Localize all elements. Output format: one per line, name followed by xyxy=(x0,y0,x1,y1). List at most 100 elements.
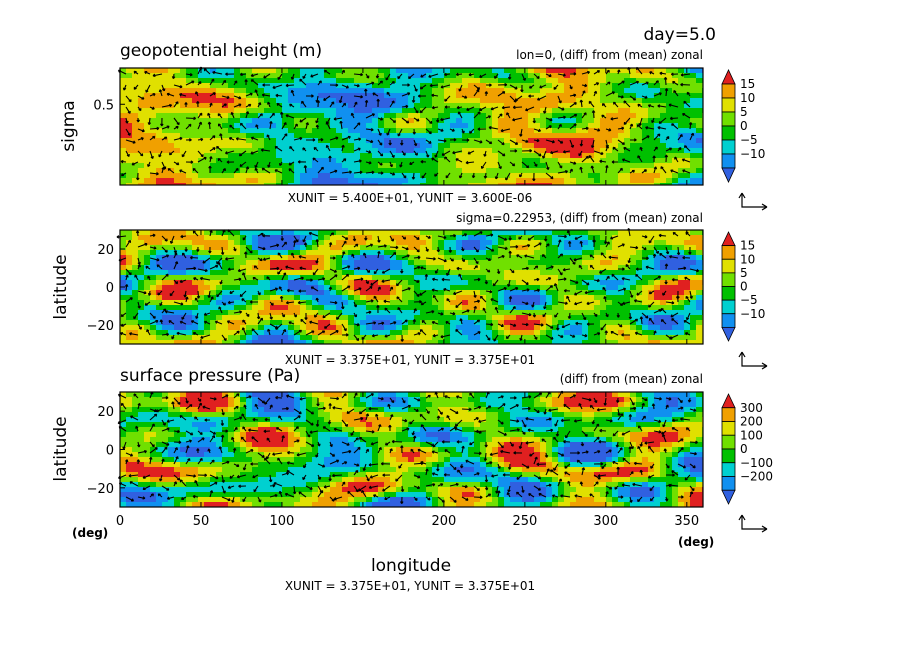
heatmap-cell xyxy=(330,133,337,139)
heatmap-cell xyxy=(696,168,703,174)
heatmap-cell xyxy=(474,98,481,104)
heatmap-cell xyxy=(474,230,481,236)
heatmap-cell xyxy=(564,310,571,316)
heatmap-cell xyxy=(156,255,163,261)
heatmap-cell xyxy=(162,300,169,306)
wind-vector xyxy=(452,150,463,155)
heatmap-cell xyxy=(618,133,625,139)
heatmap-cell xyxy=(378,98,385,104)
heatmap-cell xyxy=(420,300,427,306)
heatmap-cell xyxy=(162,103,169,109)
heatmap-cell xyxy=(144,143,151,149)
heatmap-cell xyxy=(444,148,451,154)
heatmap-cell xyxy=(294,158,301,164)
heatmap-cell xyxy=(138,275,145,281)
heatmap-cell xyxy=(240,335,247,341)
heatmap-cell xyxy=(666,230,673,236)
heatmap-cell xyxy=(432,315,439,321)
wind-vector xyxy=(144,71,151,75)
heatmap-cell xyxy=(210,245,217,251)
wind-vector xyxy=(372,92,379,97)
heatmap-cell xyxy=(138,178,145,184)
heatmap-cell xyxy=(636,183,643,186)
heatmap-cell xyxy=(144,255,151,261)
heatmap-cell xyxy=(528,250,535,256)
heatmap-cell xyxy=(318,83,325,89)
heatmap-cell xyxy=(282,123,289,129)
heatmap-cell xyxy=(696,98,703,104)
heatmap-cell xyxy=(696,83,703,89)
heatmap-cell xyxy=(294,178,301,184)
wind-vector xyxy=(289,145,295,152)
wind-vector xyxy=(302,147,307,152)
heatmap-cell xyxy=(378,255,385,261)
heatmap-cell xyxy=(252,68,259,74)
heatmap-cell xyxy=(666,163,673,169)
heatmap-cell xyxy=(510,315,517,321)
wind-vector xyxy=(639,146,643,152)
heatmap-cell xyxy=(126,335,133,341)
heatmap-cell xyxy=(690,173,697,179)
heatmap-cell xyxy=(258,315,265,321)
heatmap-cell xyxy=(540,230,547,236)
heatmap-cell xyxy=(342,128,349,134)
heatmap-cell xyxy=(462,260,469,266)
heatmap-cell xyxy=(456,265,463,271)
heatmap-cell xyxy=(228,315,235,321)
wind-vector xyxy=(375,73,380,79)
heatmap-cell xyxy=(306,158,313,164)
heatmap-cell xyxy=(222,240,229,246)
heatmap-cell xyxy=(324,118,331,124)
heatmap-cell xyxy=(606,230,613,236)
heatmap-cell xyxy=(600,123,607,129)
heatmap-cell xyxy=(282,163,289,169)
heatmap-cell xyxy=(360,285,367,291)
heatmap-cell xyxy=(510,290,517,296)
wind-vector xyxy=(323,69,331,75)
heatmap-cell xyxy=(294,270,301,276)
heatmap-cell xyxy=(354,275,361,281)
heatmap-cell xyxy=(396,270,403,276)
heatmap-cell xyxy=(678,113,685,119)
heatmap-cell xyxy=(240,275,247,281)
heatmap-cell xyxy=(612,163,619,169)
heatmap-cell xyxy=(648,158,655,164)
heatmap-cell xyxy=(294,240,301,246)
heatmap-cell xyxy=(618,245,625,251)
heatmap-cell xyxy=(378,270,385,276)
heatmap-cell xyxy=(678,300,685,306)
heatmap-cell xyxy=(438,153,445,159)
heatmap-cell xyxy=(582,78,589,84)
heatmap-cell xyxy=(180,143,187,149)
heatmap-cell xyxy=(378,295,385,301)
heatmap-cell xyxy=(438,325,445,331)
heatmap-cell xyxy=(216,183,223,186)
heatmap-cell xyxy=(558,73,565,79)
heatmap-cell xyxy=(348,325,355,331)
heatmap-cell xyxy=(138,305,145,311)
heatmap-cell xyxy=(192,118,199,124)
heatmap-cell xyxy=(120,83,127,89)
heatmap-cell xyxy=(378,73,385,79)
heatmap-cell xyxy=(246,235,253,241)
heatmap-cell xyxy=(666,265,673,271)
heatmap-cell xyxy=(150,325,157,331)
wind-vector xyxy=(466,106,475,111)
wind-vector xyxy=(122,84,127,91)
heatmap-cell xyxy=(306,295,313,301)
heatmap-cell xyxy=(450,183,457,186)
heatmap-cell xyxy=(276,163,283,169)
heatmap-cell xyxy=(486,108,493,114)
heatmap-cell xyxy=(294,315,301,321)
heatmap-cell xyxy=(252,93,259,99)
heatmap-cell xyxy=(336,73,343,79)
heatmap-cell xyxy=(456,128,463,134)
heatmap-cell xyxy=(216,98,223,104)
heatmap-cell xyxy=(126,300,133,306)
heatmap-cell xyxy=(456,78,463,84)
heatmap-cell xyxy=(642,270,649,276)
heatmap-cell xyxy=(552,113,559,119)
heatmap-cell xyxy=(120,240,127,246)
wind-vector xyxy=(161,136,168,141)
heatmap-cell xyxy=(606,310,613,316)
